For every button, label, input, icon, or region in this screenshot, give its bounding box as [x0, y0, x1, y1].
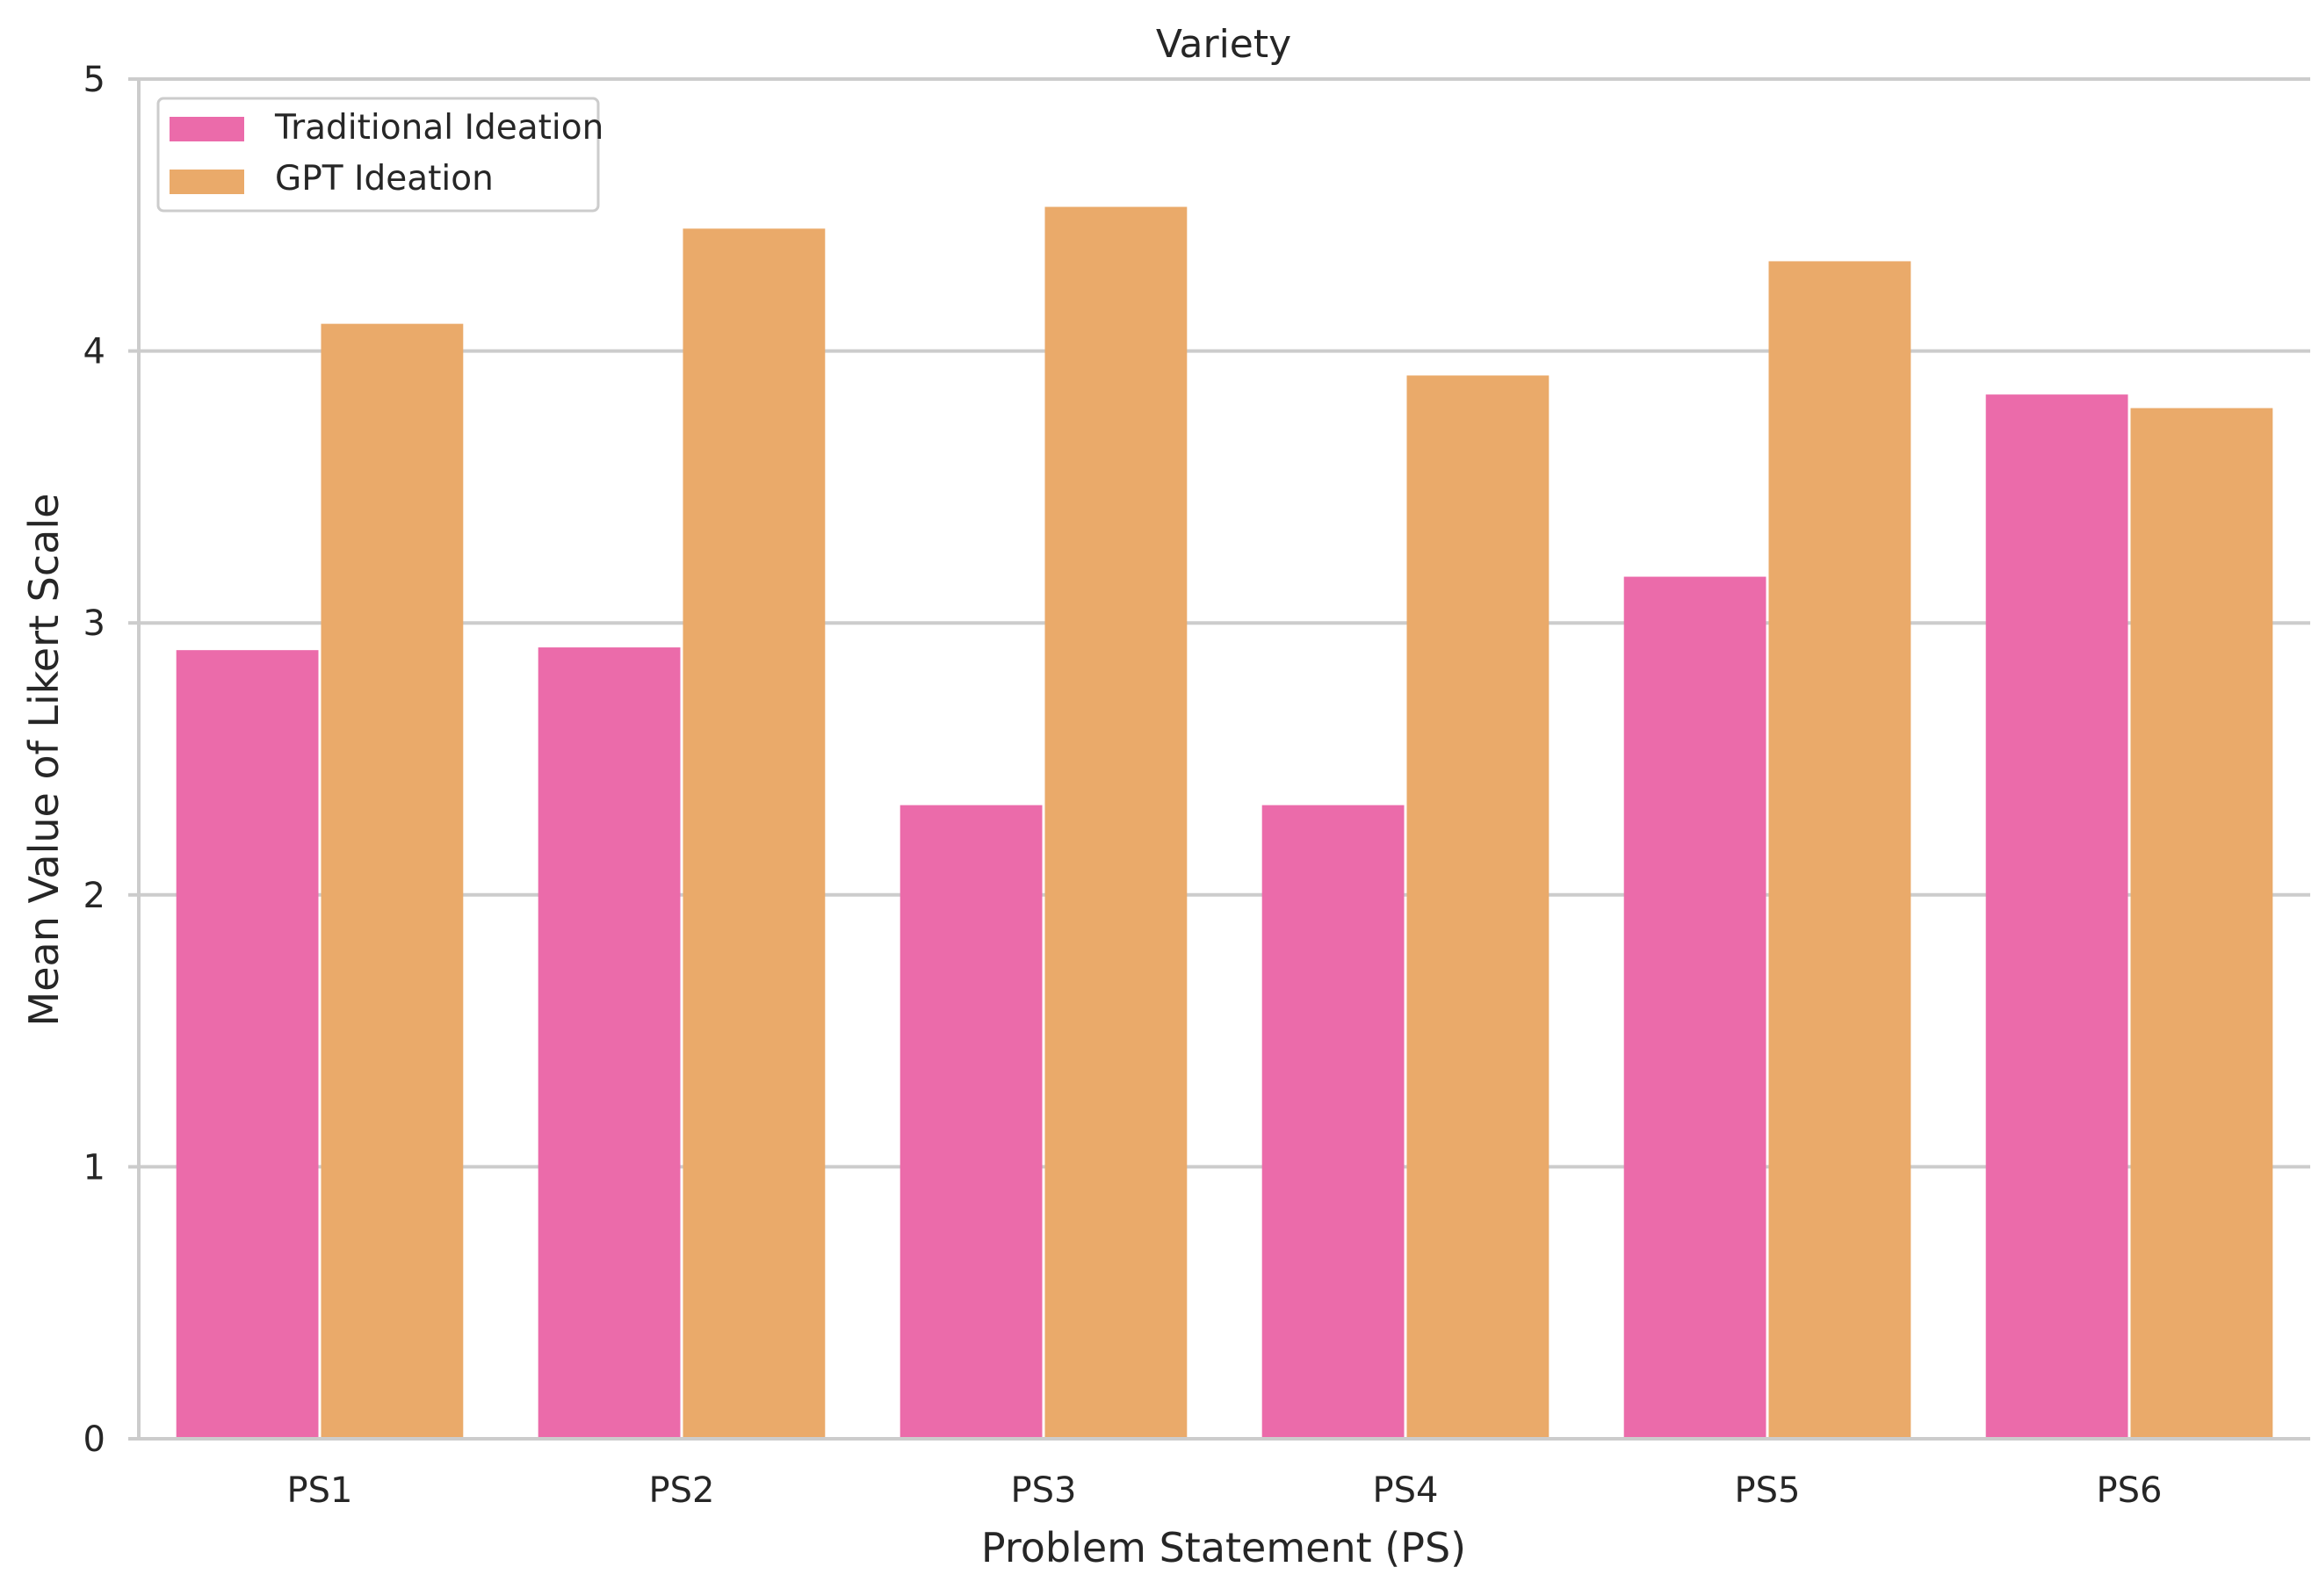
x-tick-label: PS2 [649, 1470, 715, 1511]
bar [176, 650, 319, 1439]
y-tick-label: 5 [83, 60, 105, 100]
legend-label-traditional-ideation: Traditional Ideation [274, 108, 603, 148]
bar [1623, 576, 1766, 1439]
bar [321, 323, 464, 1439]
bar [899, 805, 1043, 1439]
axes [137, 79, 2310, 1441]
bar [1406, 375, 1550, 1439]
bar [1261, 805, 1405, 1439]
legend-swatch-traditional-ideation [170, 117, 244, 141]
y-tick-label: 2 [83, 876, 105, 916]
grid-lines [139, 77, 2310, 1169]
bar [2130, 408, 2273, 1440]
x-tick-label: PS1 [287, 1470, 353, 1511]
x-axis-label: Problem Statement (PS) [981, 1524, 1466, 1571]
bar-group [176, 206, 2273, 1440]
x-tick-labels: PS1 PS2 PS3 PS4 PS5 PS6 [287, 1470, 2163, 1511]
y-tick-label: 3 [83, 603, 105, 644]
y-tick-labels: 0 1 2 3 4 5 [83, 60, 139, 1460]
x-tick-label: PS6 [2097, 1470, 2163, 1511]
legend-swatch-gpt-ideation [170, 170, 244, 194]
bar [1044, 206, 1188, 1440]
bar [538, 647, 681, 1439]
x-tick-label: PS4 [1373, 1470, 1439, 1511]
x-tick-label: PS3 [1011, 1470, 1077, 1511]
bar [1768, 261, 1911, 1439]
y-tick-label: 1 [83, 1147, 105, 1188]
legend-label-gpt-ideation: GPT Ideation [275, 159, 494, 199]
y-tick-label: 0 [83, 1419, 105, 1460]
y-tick-label: 4 [83, 332, 105, 372]
legend: Traditional Ideation GPT Ideation [156, 97, 603, 213]
bar [1985, 394, 2128, 1439]
x-tick-label: PS5 [1735, 1470, 1801, 1511]
bar [683, 228, 826, 1439]
legend-frame [156, 97, 600, 213]
chart-title: Variety [1156, 22, 1291, 67]
y-axis-label: Mean Value of Likert Scale [20, 494, 68, 1027]
